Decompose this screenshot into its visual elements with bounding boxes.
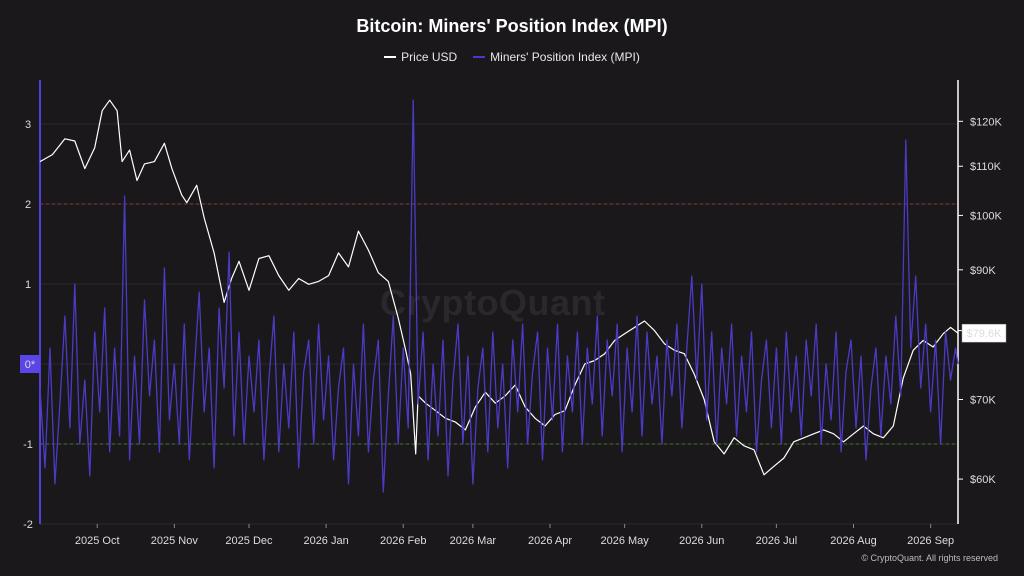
- watermark: CryptoQuant: [380, 282, 606, 323]
- x-tick-label: 2025 Oct: [75, 535, 120, 547]
- y-left-tick-label: -1: [23, 439, 33, 451]
- x-tick-label: 2026 Jun: [679, 535, 724, 547]
- x-tick-label: 2026 Jan: [303, 535, 348, 547]
- legend-swatch-price: [384, 56, 397, 58]
- x-tick-label: 2026 May: [600, 535, 649, 547]
- y-right-tick-label: $110K: [970, 161, 1002, 173]
- y-right-tick-label: $120K: [970, 116, 1002, 128]
- chart-title: Bitcoin: Miners' Position Index (MPI): [356, 16, 668, 36]
- x-tick-label: 2026 Apr: [528, 535, 572, 547]
- copyright-credit: © CryptoQuant. All rights reserved: [861, 553, 998, 563]
- chart-legend: Price USD Miners' Position Index (MPI): [0, 50, 1024, 64]
- zero-marker-label: 0*: [25, 359, 36, 371]
- x-tick-label: 2026 Jul: [756, 535, 798, 547]
- y-right-tick-label: $100K: [970, 210, 1002, 222]
- y-left-tick-label: 1: [25, 279, 31, 291]
- x-tick-label: 2026 Sep: [907, 535, 954, 547]
- mpi-line[interactable]: [39, 99, 959, 493]
- y-left-tick-label: 2: [25, 199, 31, 211]
- x-tick-label: 2026 Feb: [380, 535, 426, 547]
- price-usd-line[interactable]: [39, 99, 959, 476]
- y-right-tick-label: $90K: [970, 265, 996, 277]
- y-left-tick-label: 3: [25, 119, 31, 131]
- legend-item-price[interactable]: Price USD: [384, 50, 457, 64]
- x-tick-label: 2026 Mar: [450, 535, 497, 547]
- last-price-box: [961, 323, 1007, 343]
- legend-swatch-mpi: [473, 56, 486, 58]
- legend-label-mpi: Miners' Position Index (MPI): [490, 50, 640, 64]
- zero-marker-box: [20, 355, 40, 373]
- last-price-label: $79.6K: [967, 328, 1003, 340]
- x-tick-label: 2026 Aug: [830, 535, 877, 547]
- legend-item-mpi[interactable]: Miners' Position Index (MPI): [473, 50, 640, 64]
- y-right-tick-label: $60K: [970, 474, 996, 486]
- x-tick-label: 2025 Dec: [225, 535, 273, 547]
- x-tick-label: 2025 Nov: [151, 535, 199, 547]
- y-left-tick-label: -2: [23, 519, 33, 531]
- legend-label-price: Price USD: [401, 50, 458, 64]
- y-right-tick-label: $70K: [970, 395, 996, 407]
